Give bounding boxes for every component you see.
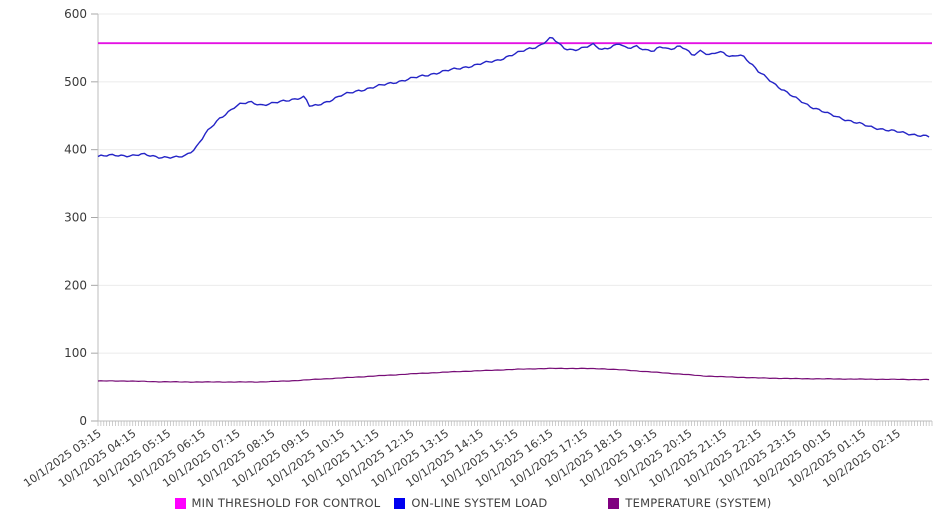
- y-axis-label: 100: [64, 346, 87, 360]
- y-axis-label: 300: [64, 211, 87, 225]
- legend-label-temperature: TEMPERATURE (SYSTEM): [625, 496, 772, 510]
- legend-item-temperature[interactable]: TEMPERATURE (SYSTEM): [608, 496, 771, 510]
- y-axis-label: 500: [64, 75, 87, 89]
- series-line-temperature-system: [97, 367, 930, 383]
- chart-legend: MIN THRESHOLD FOR CONTROL ON-LINE SYSTEM…: [0, 496, 946, 510]
- y-axis-label: 600: [64, 7, 87, 21]
- legend-label-min-threshold: MIN THRESHOLD FOR CONTROL: [191, 496, 381, 510]
- legend-swatch-min-threshold: [174, 497, 186, 509]
- legend-swatch-temperature: [608, 497, 620, 509]
- y-axis-label: 200: [64, 278, 87, 292]
- y-axis-label: 0: [79, 414, 87, 428]
- y-axis-label: 400: [64, 143, 87, 157]
- series-line-on-line-system-load: [97, 36, 930, 159]
- legend-item-min-threshold[interactable]: MIN THRESHOLD FOR CONTROL: [174, 496, 381, 510]
- legend-label-system-load: ON-LINE SYSTEM LOAD: [411, 496, 548, 510]
- legend-item-system-load[interactable]: ON-LINE SYSTEM LOAD: [394, 496, 547, 510]
- legend-swatch-system-load: [394, 497, 406, 509]
